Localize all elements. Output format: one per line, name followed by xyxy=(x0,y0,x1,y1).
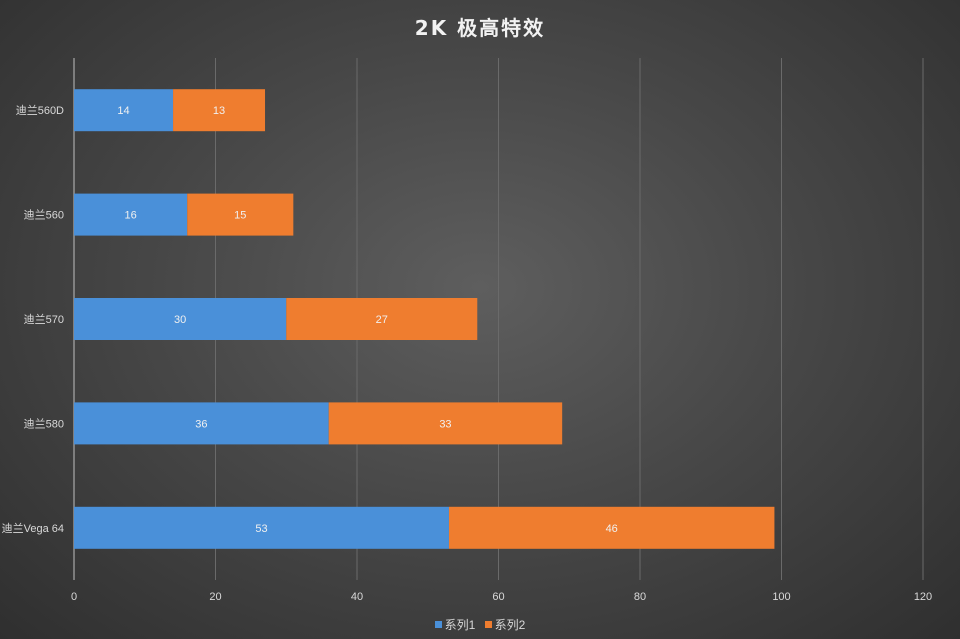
bar-label-series-1-3: 30 xyxy=(174,314,186,326)
bar-series-2-2 xyxy=(187,193,294,236)
legend: 系列1 系列2 xyxy=(0,616,960,633)
bar-label-series-1-1: 14 xyxy=(117,105,129,117)
legend-label-series-1: 系列1 xyxy=(444,618,476,632)
bar-series-1-3 xyxy=(74,298,287,340)
bar-label-series-2-4: 33 xyxy=(439,418,451,430)
bar-series-1-1 xyxy=(74,89,174,132)
bar-label-series-1-5: 53 xyxy=(255,523,267,535)
bar-label-series-2-3: 27 xyxy=(376,314,388,326)
chart-title: 2K 极高特效 xyxy=(414,16,546,40)
bar-label-series-2-1: 13 xyxy=(213,105,225,117)
bar-label-series-2-5: 46 xyxy=(606,523,618,535)
bar-series-1-2 xyxy=(74,193,188,236)
bar-label-series-1-2: 16 xyxy=(124,210,136,222)
category-label-5: 迪兰Vega 64 xyxy=(2,522,64,535)
bars xyxy=(74,89,775,549)
category-label-1: 迪兰560D xyxy=(16,104,64,117)
legend-label-series-2: 系列2 xyxy=(494,618,526,632)
x-tick-label-0: 0 xyxy=(71,591,77,603)
x-tick-label-60: 60 xyxy=(492,591,504,603)
bar-label-series-1-4: 36 xyxy=(195,418,207,430)
x-tick-label-100: 100 xyxy=(772,591,790,603)
x-tick-label-20: 20 xyxy=(209,591,221,603)
x-tick-label-40: 40 xyxy=(351,591,363,603)
axes: 0 20 40 60 80 100 120 迪兰560D 迪兰560 迪兰570 迪兰580 迪兰Ve… xyxy=(2,58,932,603)
x-tick-label-80: 80 xyxy=(634,591,646,603)
bar-series-2-4 xyxy=(328,402,563,445)
bar-series-1-5 xyxy=(74,506,449,549)
bar-series-1-4 xyxy=(74,402,329,445)
category-label-2: 迪兰560 xyxy=(24,209,64,222)
x-tick-label-120: 120 xyxy=(914,591,932,603)
legend-swatch-series-2 xyxy=(484,621,492,628)
legend-swatch-series-1 xyxy=(434,621,442,628)
bar-series-2-1 xyxy=(173,89,266,132)
legend-item-series-2[interactable]: 系列2 xyxy=(484,616,526,633)
bar-label-series-2-2: 15 xyxy=(234,210,246,222)
labels: 14 13 16 15 30 27 36 33 53 46 xyxy=(117,105,617,535)
legend-item-series-1[interactable]: 系列1 xyxy=(434,616,476,633)
bar-series-2-5 xyxy=(448,506,775,549)
category-label-3: 迪兰570 xyxy=(24,313,64,326)
category-label-4: 迪兰580 xyxy=(24,417,64,430)
bar-series-2-3 xyxy=(286,298,478,340)
